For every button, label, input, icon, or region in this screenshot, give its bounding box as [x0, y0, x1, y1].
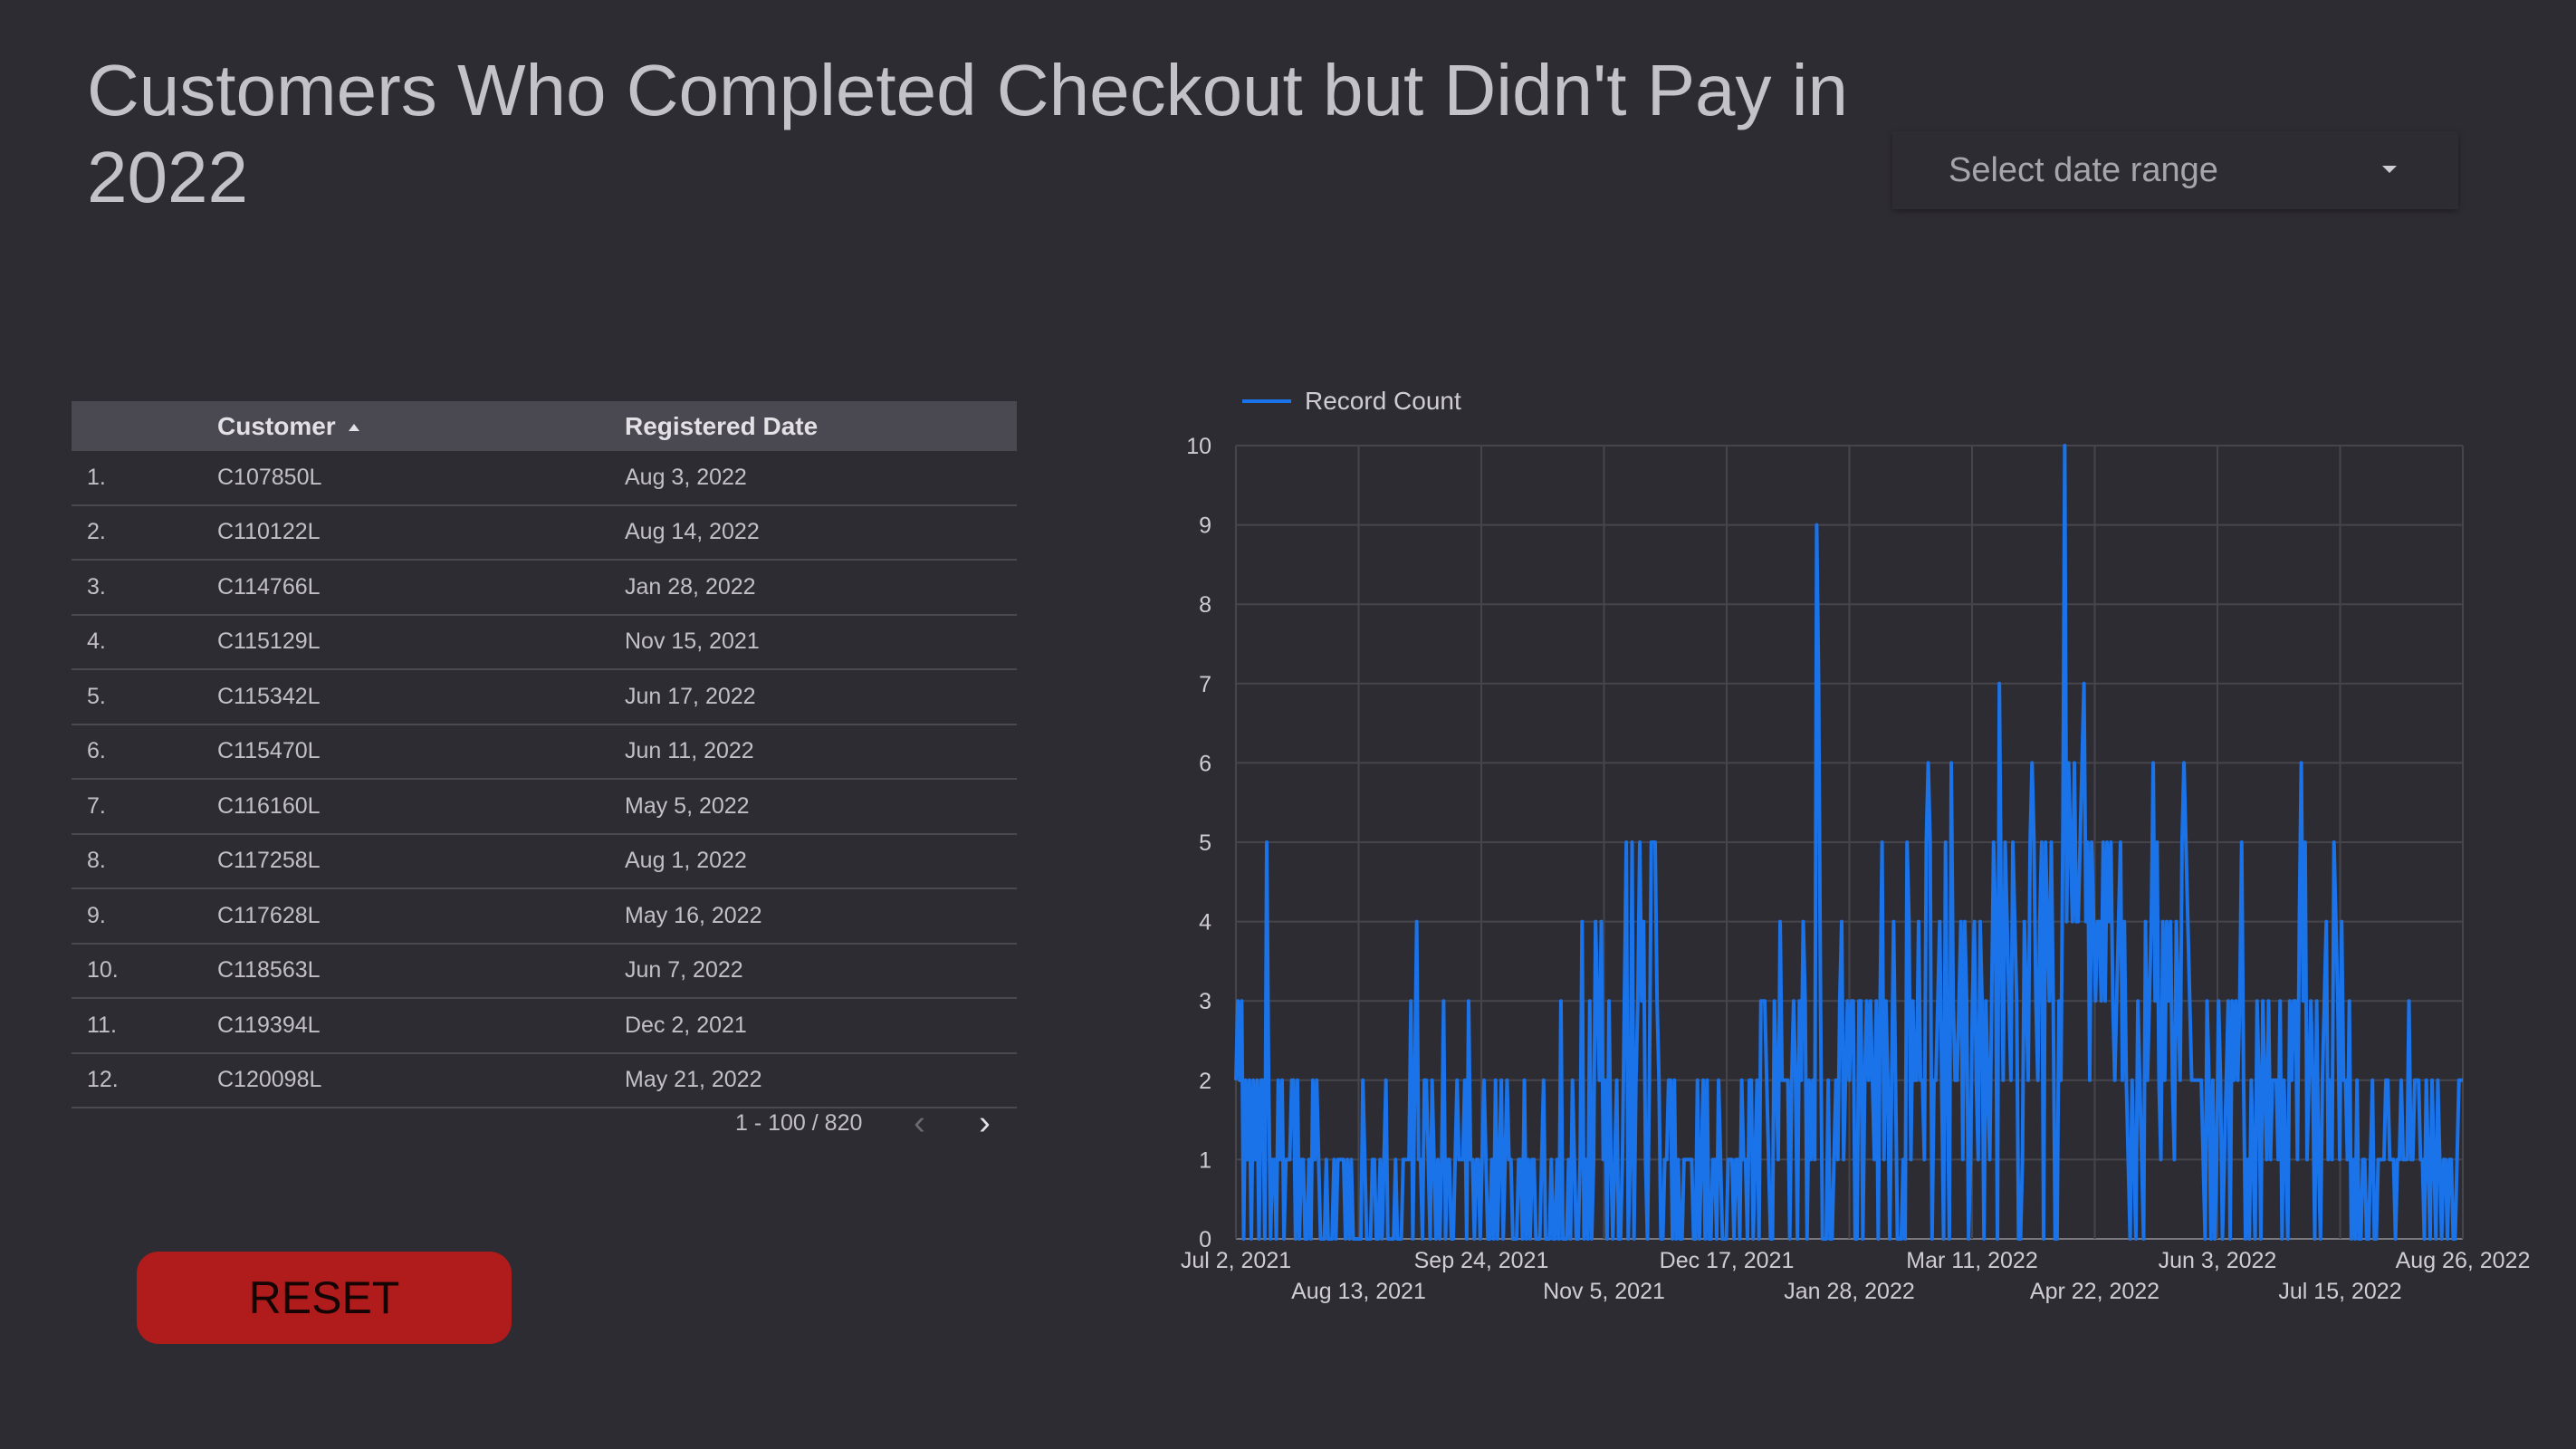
row-index: 11. [87, 1012, 117, 1038]
registered-date: Jun 7, 2022 [625, 957, 743, 984]
registered-date: Jan 28, 2022 [625, 573, 756, 600]
table-row[interactable]: 11. C119394L Dec 2, 2021 [72, 999, 1017, 1054]
row-index: 8. [87, 848, 106, 874]
x-tick-label: Nov 5, 2021 [1543, 1279, 1665, 1304]
registered-date: Nov 15, 2021 [625, 629, 760, 655]
row-index: 2. [87, 519, 106, 545]
table-row[interactable]: 8. C117258L Aug 1, 2022 [72, 835, 1017, 889]
x-tick-label: Dec 17, 2021 [1660, 1248, 1795, 1273]
registered-date: Aug 1, 2022 [625, 848, 747, 874]
customer-id: C115470L [217, 738, 321, 764]
y-tick-label: 1 [1199, 1147, 1211, 1173]
row-index: 12. [87, 1067, 119, 1093]
chevron-left-icon[interactable]: ‹ [914, 1103, 925, 1142]
x-tick-label: Jul 2, 2021 [1181, 1248, 1291, 1273]
y-tick-label: 5 [1199, 830, 1211, 856]
pagination: 1 - 100 / 820 ‹ › [735, 1103, 1007, 1142]
x-tick-label: Jul 15, 2022 [2278, 1279, 2401, 1304]
table-row[interactable]: 2. C110122L Aug 14, 2022 [72, 506, 1017, 561]
table-row[interactable]: 5. C115342L Jun 17, 2022 [72, 670, 1017, 725]
series-line-record-count [1234, 444, 2463, 1241]
column-header-label: Registered Date [625, 411, 819, 440]
registered-date: Jun 11, 2022 [625, 738, 754, 764]
x-tick-label: Mar 11, 2022 [1906, 1248, 2037, 1273]
table-row[interactable]: 9. C117628L May 16, 2022 [72, 889, 1017, 945]
y-tick-label: 3 [1199, 989, 1211, 1014]
row-index: 9. [87, 902, 106, 928]
customer-id: C120098L [217, 1067, 322, 1093]
registered-date: Jun 17, 2022 [625, 683, 756, 709]
column-header-customer[interactable]: Customer [217, 412, 625, 441]
customer-id: C117628L [217, 902, 321, 928]
row-index: 3. [87, 573, 106, 600]
registered-date: Aug 14, 2022 [625, 519, 760, 545]
pagination-range: 1 - 100 / 820 [735, 1109, 863, 1136]
customer-id: C117258L [217, 848, 321, 874]
x-tick-label: Sep 24, 2021 [1414, 1248, 1549, 1273]
caret-down-icon [2382, 166, 2397, 173]
chevron-right-icon[interactable]: › [979, 1103, 991, 1142]
table-row[interactable]: 10. C118563L Jun 7, 2022 [72, 945, 1017, 999]
row-index: 7. [87, 792, 106, 819]
table-body: 1. C107850L Aug 3, 2022 2. C110122L Aug 14, 2… [72, 451, 1017, 1108]
table-row[interactable]: 3. C114766L Jan 28, 2022 [72, 561, 1017, 616]
customer-id: C114766L [217, 573, 321, 600]
registered-date: May 21, 2022 [625, 1067, 762, 1093]
y-tick-label: 6 [1199, 751, 1211, 776]
registered-date: Aug 3, 2022 [625, 464, 747, 490]
row-index: 10. [87, 957, 119, 984]
customer-id: C110122L [217, 519, 321, 545]
sort-ascending-icon [348, 424, 359, 432]
y-tick-label: 9 [1199, 513, 1211, 539]
table-row[interactable]: 1. C107850L Aug 3, 2022 [72, 451, 1017, 506]
customer-id: C119394L [217, 1012, 321, 1038]
table-row[interactable]: 6. C115470L Jun 11, 2022 [72, 725, 1017, 780]
registered-date: May 5, 2022 [625, 792, 750, 819]
x-tick-label: Apr 22, 2022 [2030, 1279, 2159, 1304]
x-tick-label: Aug 13, 2021 [1291, 1279, 1426, 1304]
date-range-placeholder: Select date range [1949, 150, 2218, 189]
y-tick-label: 0 [1199, 1227, 1211, 1252]
customer-id: C116160L [217, 792, 321, 819]
y-tick-label: 8 [1199, 592, 1211, 618]
row-index: 1. [87, 464, 106, 490]
y-tick-label: 7 [1199, 672, 1211, 697]
column-header-label: Customer [217, 411, 336, 440]
table-header: Customer Registered Date [72, 401, 1017, 451]
column-header-registered-date[interactable]: Registered Date [625, 412, 1017, 441]
page-title: Customers Who Completed Checkout but Did… [87, 50, 1849, 217]
customer-id: C118563L [217, 957, 321, 984]
registered-date: May 16, 2022 [625, 902, 762, 928]
date-range-picker[interactable]: Select date range [1892, 131, 2458, 209]
row-index: 5. [87, 683, 106, 709]
y-tick-label: 2 [1199, 1069, 1211, 1094]
legend-label: Record Count [1305, 387, 1461, 415]
x-tick-label: Jun 3, 2022 [2159, 1248, 2277, 1273]
reset-button[interactable]: RESET [137, 1252, 512, 1344]
row-index: 4. [87, 629, 106, 655]
y-tick-label: 10 [1186, 434, 1211, 459]
customer-id: C115342L [217, 683, 321, 709]
customer-id: C115129L [217, 629, 321, 655]
registered-date: Dec 2, 2021 [625, 1012, 747, 1038]
customer-table: Customer Registered Date 1. C107850L Aug 3… [72, 401, 1017, 1108]
x-tick-label: Jan 28, 2022 [1784, 1279, 1915, 1304]
x-tick-label: Aug 26, 2022 [2396, 1248, 2531, 1273]
row-index: 6. [87, 738, 106, 764]
table-row[interactable]: 7. C116160L May 5, 2022 [72, 780, 1017, 835]
y-tick-label: 4 [1199, 910, 1211, 936]
customer-id: C107850L [217, 464, 322, 490]
table-row[interactable]: 12. C120098L May 21, 2022 [72, 1054, 1017, 1108]
table-row[interactable]: 4. C115129L Nov 15, 2021 [72, 616, 1017, 670]
